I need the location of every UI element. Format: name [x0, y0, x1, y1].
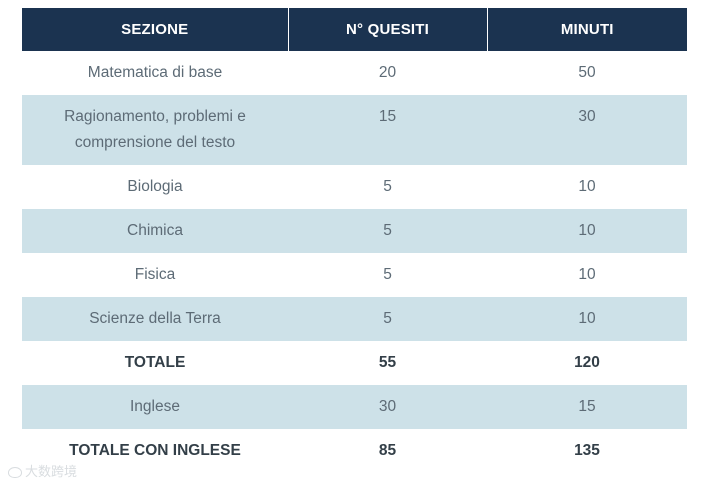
questions-cell: 85 [378, 442, 397, 459]
section-cell: Inglese [22, 385, 288, 429]
questions-cell: 5 [383, 266, 392, 283]
questions-cell: 5 [383, 178, 392, 195]
minutes-cell: 135 [574, 442, 600, 459]
minutes-cell: 120 [574, 354, 600, 371]
section-cell: Ragionamento, problemi e comprensione de… [22, 95, 288, 165]
minutes-cell: 30 [487, 95, 687, 165]
minutes-cell: 10 [578, 266, 596, 283]
exam-table-container: SEZIONE N° QUESITI MINUTI Matematica di … [22, 8, 687, 473]
section-cell: TOTALE CON INGLESE [69, 442, 241, 459]
questions-cell: 55 [378, 354, 397, 371]
table-header-row: SEZIONE N° QUESITI MINUTI [22, 8, 687, 51]
questions-cell: 5 [288, 297, 487, 341]
questions-cell: 15 [288, 95, 487, 165]
minutes-cell: 10 [578, 178, 596, 195]
section-cell: Matematica di base [87, 64, 223, 81]
exam-sections-table: SEZIONE N° QUESITI MINUTI Matematica di … [22, 8, 687, 473]
table-row: Chimica 5 10 [22, 209, 687, 253]
minutes-cell: 10 [487, 297, 687, 341]
section-cell: TOTALE [124, 354, 186, 371]
section-cell: Biologia [127, 178, 183, 195]
questions-cell: 30 [288, 385, 487, 429]
header-questions: N° QUESITI [288, 8, 488, 51]
table-row: Biologia 5 10 [22, 165, 687, 209]
table-row: Scienze della Terra 5 10 [22, 297, 687, 341]
minutes-cell: 50 [578, 64, 596, 81]
minutes-cell: 10 [487, 209, 687, 253]
bird-logo-icon [8, 467, 22, 478]
questions-cell: 20 [378, 64, 397, 81]
watermark-text: 大数跨境 [25, 465, 78, 480]
questions-cell: 5 [288, 209, 487, 253]
section-cell: Chimica [22, 209, 288, 253]
total-row: TOTALE 55 120 [22, 341, 687, 385]
table-row: Ragionamento, problemi e comprensione de… [22, 95, 687, 165]
section-cell: Fisica [134, 266, 176, 283]
table-row: Matematica di base 20 50 [22, 51, 687, 95]
watermark: 大数跨境 [8, 461, 77, 480]
table-row: Fisica 5 10 [22, 253, 687, 297]
minutes-cell: 15 [487, 385, 687, 429]
section-cell: Scienze della Terra [22, 297, 288, 341]
header-minutes: MINUTI [487, 8, 687, 51]
table-row: Inglese 30 15 [22, 385, 687, 429]
total-with-english-row: TOTALE CON INGLESE 85 135 [22, 429, 687, 473]
header-section: SEZIONE [22, 8, 289, 51]
